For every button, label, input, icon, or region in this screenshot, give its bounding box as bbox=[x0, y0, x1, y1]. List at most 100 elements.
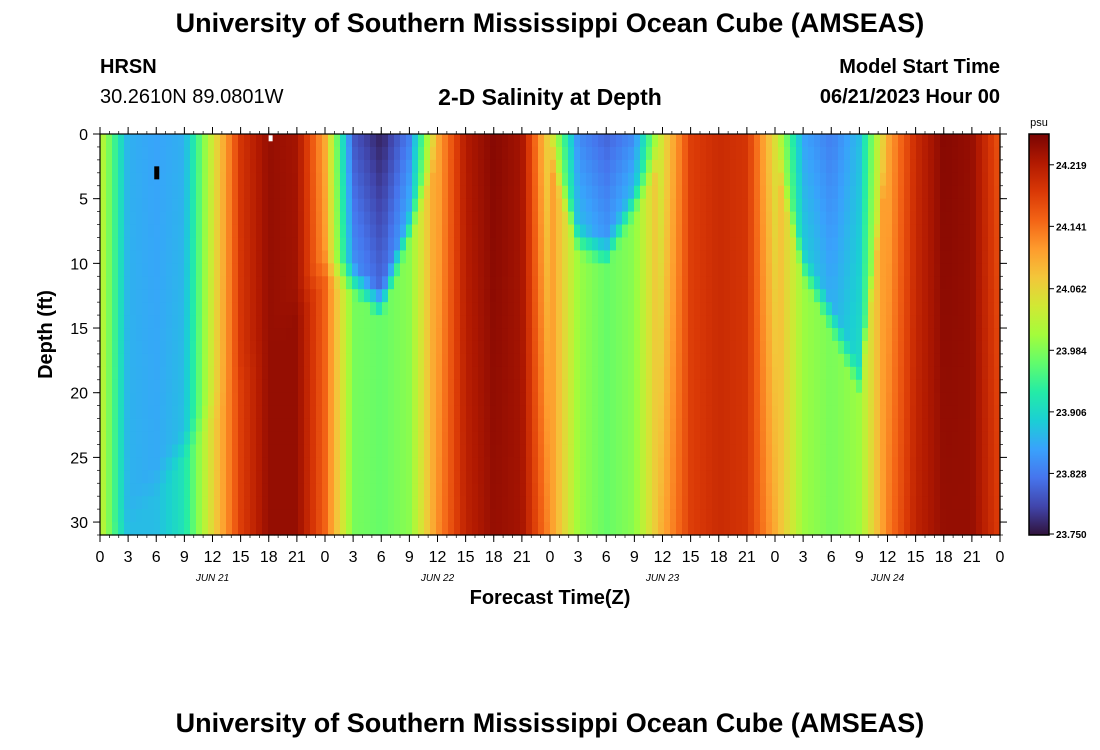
heatmap-cell bbox=[514, 328, 521, 342]
heatmap-cell bbox=[874, 522, 881, 536]
heatmap-cell bbox=[946, 315, 953, 329]
heatmap-cell bbox=[472, 340, 479, 355]
heatmap-cell bbox=[418, 276, 425, 290]
heatmap-cell bbox=[820, 276, 827, 290]
heatmap-cell bbox=[262, 159, 269, 174]
heatmap-cell bbox=[160, 289, 167, 303]
heatmap-cell bbox=[928, 224, 935, 239]
heatmap-cell bbox=[544, 134, 551, 148]
heatmap-cell bbox=[322, 496, 329, 510]
heatmap-cell bbox=[292, 379, 299, 394]
heatmap-cell bbox=[874, 237, 881, 252]
heatmap-cell bbox=[190, 392, 197, 407]
heatmap-cell bbox=[424, 328, 431, 342]
heatmap-cell bbox=[730, 366, 737, 381]
heatmap-cell bbox=[208, 198, 215, 213]
heatmap-cell bbox=[340, 276, 347, 290]
heatmap-cell bbox=[940, 496, 947, 510]
heatmap-cell bbox=[448, 276, 455, 290]
heatmap-cell bbox=[676, 289, 683, 303]
heatmap-cell bbox=[862, 405, 869, 420]
heatmap-cell bbox=[268, 302, 275, 316]
heatmap-cell bbox=[142, 250, 149, 264]
heatmap-cell bbox=[118, 431, 125, 446]
heatmap-cell bbox=[310, 185, 317, 200]
heatmap-cell bbox=[550, 315, 557, 329]
heatmap-cell bbox=[484, 392, 491, 407]
heatmap-cell bbox=[136, 198, 143, 213]
heatmap-cell bbox=[760, 405, 767, 420]
heatmap-cell bbox=[556, 509, 563, 523]
heatmap-cell bbox=[370, 340, 377, 355]
heatmap-cell bbox=[304, 444, 311, 458]
heatmap-cell bbox=[856, 470, 863, 484]
heatmap-cell bbox=[196, 340, 203, 355]
heatmap-cell bbox=[748, 340, 755, 355]
heatmap-cell bbox=[772, 302, 779, 316]
heatmap-cell bbox=[898, 496, 905, 510]
heatmap-cell bbox=[406, 340, 413, 355]
heatmap-cell bbox=[790, 159, 797, 174]
heatmap-cell bbox=[946, 418, 953, 433]
heatmap-cell bbox=[880, 302, 887, 316]
heatmap-cell bbox=[298, 340, 305, 355]
heatmap-cell bbox=[562, 276, 569, 290]
heatmap-cell bbox=[982, 457, 989, 471]
heatmap-cell bbox=[190, 159, 197, 174]
heatmap-cell bbox=[280, 211, 287, 226]
heatmap-cell bbox=[724, 328, 731, 342]
heatmap-cell bbox=[346, 496, 353, 510]
heatmap-cell bbox=[580, 211, 587, 226]
heatmap-cell bbox=[934, 483, 941, 497]
heatmap-cell bbox=[658, 457, 665, 471]
heatmap-cell bbox=[442, 483, 449, 497]
heatmap-cell bbox=[490, 250, 497, 264]
heatmap-cell bbox=[328, 159, 335, 174]
heatmap-cell bbox=[214, 470, 221, 484]
heatmap-cell bbox=[418, 237, 425, 252]
heatmap-cell bbox=[934, 146, 941, 161]
heatmap-cell bbox=[232, 185, 239, 200]
heatmap-cell bbox=[460, 366, 467, 381]
heatmap-cell bbox=[922, 146, 929, 161]
heatmap-cell bbox=[988, 353, 995, 368]
heatmap-cell bbox=[922, 483, 929, 497]
heatmap-cell bbox=[322, 289, 329, 303]
heatmap-cell bbox=[544, 185, 551, 200]
heatmap-cell bbox=[550, 444, 557, 458]
heatmap-cell bbox=[988, 328, 995, 342]
heatmap-cell bbox=[274, 483, 281, 497]
heatmap-cell bbox=[322, 134, 329, 148]
heatmap-cell bbox=[262, 340, 269, 355]
heatmap-cell bbox=[418, 159, 425, 174]
heatmap-cell bbox=[760, 340, 767, 355]
heatmap-cell bbox=[496, 392, 503, 407]
heatmap-cell bbox=[190, 211, 197, 226]
heatmap-cell bbox=[592, 483, 599, 497]
heatmap-cell bbox=[394, 224, 401, 239]
heatmap-cell bbox=[136, 340, 143, 355]
heatmap-cell bbox=[688, 457, 695, 471]
heatmap-cell bbox=[256, 340, 263, 355]
heatmap-cell bbox=[988, 146, 995, 161]
heatmap-cell bbox=[154, 392, 161, 407]
heatmap-cell bbox=[706, 366, 713, 381]
heatmap-cell bbox=[478, 431, 485, 446]
heatmap-cell bbox=[526, 483, 533, 497]
heatmap-cell bbox=[808, 302, 815, 316]
heatmap-cell bbox=[664, 185, 671, 200]
heatmap-cell bbox=[670, 302, 677, 316]
heatmap-cell bbox=[292, 405, 299, 420]
heatmap-cell bbox=[388, 315, 395, 329]
heatmap-cell bbox=[712, 289, 719, 303]
heatmap-cell bbox=[334, 146, 341, 161]
heatmap-cell bbox=[886, 340, 893, 355]
heatmap-cell bbox=[964, 340, 971, 355]
heatmap-cell bbox=[310, 211, 317, 226]
heatmap-cell bbox=[928, 328, 935, 342]
heatmap-cell bbox=[100, 522, 107, 536]
heatmap-cell bbox=[520, 302, 527, 316]
heatmap-cell bbox=[544, 315, 551, 329]
heatmap-cell bbox=[754, 509, 761, 523]
heatmap-cell bbox=[796, 250, 803, 264]
